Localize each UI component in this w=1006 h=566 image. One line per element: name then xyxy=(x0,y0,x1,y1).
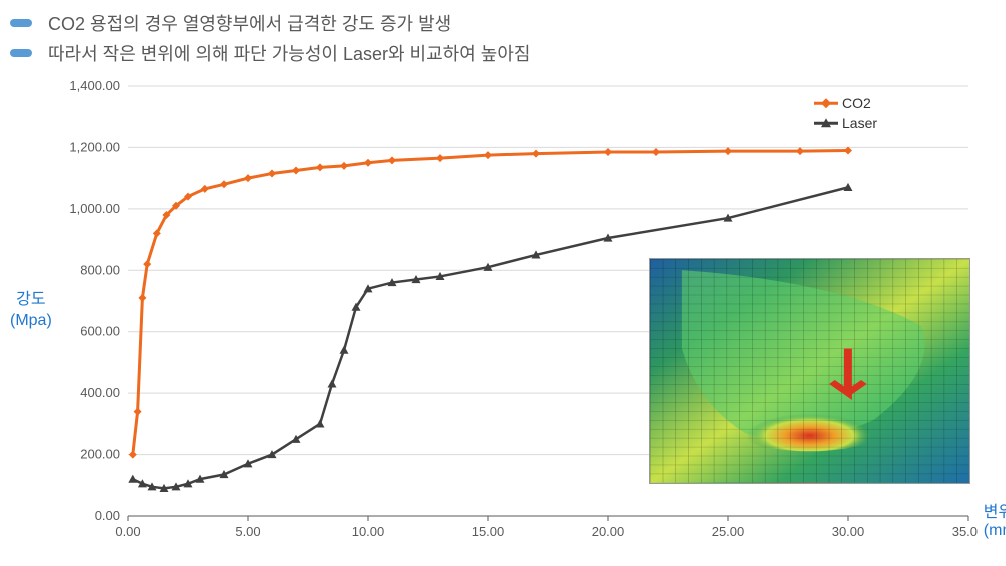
svg-text:20.00: 20.00 xyxy=(592,524,625,539)
bullet-icon xyxy=(10,19,32,27)
bullet-item: 따라서 작은 변위에 의해 파단 가능성이 Laser와 비교하여 높아짐 xyxy=(10,40,996,66)
svg-text:400.00: 400.00 xyxy=(80,385,120,400)
svg-text:1,000.00: 1,000.00 xyxy=(69,201,120,216)
svg-text:800.00: 800.00 xyxy=(80,262,120,277)
chart-container: 0.00 200.00 400.00 600.00 800.00 1,000.00 1,20… xyxy=(58,76,978,546)
y-axis-label-line1: 강도 xyxy=(10,290,52,311)
svg-text:30.00: 30.00 xyxy=(832,524,865,539)
svg-text:0.00: 0.00 xyxy=(94,508,119,523)
svg-text:0.00: 0.00 xyxy=(115,524,140,539)
svg-text:1,200.00: 1,200.00 xyxy=(69,139,120,154)
svg-text:5.00: 5.00 xyxy=(235,524,260,539)
svg-text:Laser: Laser xyxy=(842,115,877,131)
fem-inset-image xyxy=(649,258,970,484)
y-axis-label-line2: (Mpa) xyxy=(10,311,52,332)
svg-text:15.00: 15.00 xyxy=(472,524,505,539)
svg-text:10.00: 10.00 xyxy=(352,524,385,539)
svg-text:600.00: 600.00 xyxy=(80,324,120,339)
bullet-icon xyxy=(10,49,32,57)
bullet-text: 따라서 작은 변위에 의해 파단 가능성이 Laser와 비교하여 높아짐 xyxy=(48,40,530,66)
y-axis-label: 강도 (Mpa) xyxy=(10,290,52,332)
svg-text:1,400.00: 1,400.00 xyxy=(69,78,120,93)
bullet-item: CO2 용접의 경우 열영향부에서 급격한 강도 증가 발생 xyxy=(10,10,996,36)
chart-area: 강도 (Mpa) 0.00 200.00 400.00 600.00 800.00 1,0… xyxy=(10,76,996,546)
svg-text:35.00: 35.00 xyxy=(952,524,978,539)
svg-text:25.00: 25.00 xyxy=(712,524,745,539)
bullet-text: CO2 용접의 경우 열영향부에서 급격한 강도 증가 발생 xyxy=(48,10,451,36)
svg-text:CO2: CO2 xyxy=(842,95,871,111)
svg-text:200.00: 200.00 xyxy=(80,447,120,462)
x-axis-label: 변위 (mm) xyxy=(984,498,1006,540)
bullet-list: CO2 용접의 경우 열영향부에서 급격한 강도 증가 발생 따라서 작은 변위… xyxy=(10,10,996,66)
